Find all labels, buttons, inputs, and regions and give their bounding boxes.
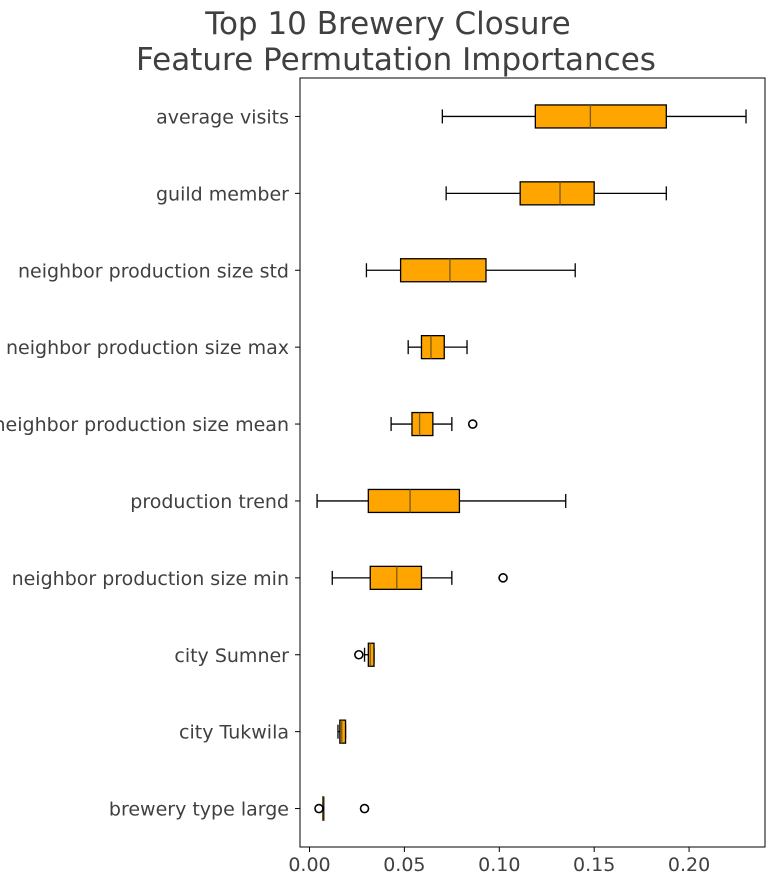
y-tick-labels: average visits guild member neighbor produ… xyxy=(0,106,300,821)
y-tick-label: neighbor production size std xyxy=(18,260,289,282)
y-tick-label: brewery type large xyxy=(109,799,289,821)
box-neighbor-production-size-mean xyxy=(390,411,478,437)
plot-area xyxy=(299,77,766,848)
y-tick-label: neighbor production size max xyxy=(6,337,289,359)
x-tick-label: 0.05 xyxy=(383,854,425,876)
x-tick-label: 0.00 xyxy=(288,854,330,876)
y-tick-label: neighbor production size min xyxy=(12,568,289,590)
box-iqr xyxy=(399,258,487,283)
y-tick-label: city Tukwila xyxy=(179,722,289,744)
y-tick-label: city Sumner xyxy=(174,645,289,667)
outlier-point xyxy=(314,803,324,814)
chart-title-line-2: Feature Permutation Importances xyxy=(136,42,656,78)
box-guild-member xyxy=(445,181,667,206)
y-tick-label: guild member xyxy=(156,183,289,205)
box-production-trend xyxy=(316,488,567,514)
boxplot-group xyxy=(314,104,747,821)
outlier-point xyxy=(467,419,478,429)
box-iqr xyxy=(339,719,347,744)
box-iqr xyxy=(519,181,595,206)
box-neighbor-production-size-min xyxy=(331,565,508,590)
box-iqr xyxy=(534,104,667,129)
box-iqr xyxy=(367,642,375,667)
box-iqr xyxy=(411,411,434,437)
box-neighbor-production-size-std xyxy=(365,258,576,283)
x-axis: 0.00 0.05 0.10 0.15 0.20 xyxy=(288,847,710,876)
x-tick-label: 0.15 xyxy=(573,854,615,876)
box-iqr xyxy=(369,565,423,590)
box-brewery-type-large xyxy=(314,796,370,821)
box-average-visits xyxy=(441,104,747,129)
y-tick-label: production trend xyxy=(130,491,289,513)
chart-title-line-1: Top 10 Brewery Closure xyxy=(204,6,570,42)
outlier-point xyxy=(498,573,508,583)
box-neighbor-production-size-max xyxy=(407,334,468,360)
x-tick-label: 0.10 xyxy=(478,854,520,876)
box-city-tukwila xyxy=(337,719,347,744)
box-iqr xyxy=(420,334,445,360)
box-iqr xyxy=(367,488,461,514)
outlier-point xyxy=(354,649,364,660)
box-city-sumner xyxy=(354,642,375,667)
x-tick-label: 0.20 xyxy=(668,854,710,876)
y-tick-label: neighbor production size mean xyxy=(0,414,289,436)
outlier-point xyxy=(359,803,370,814)
y-tick-label: average visits xyxy=(156,106,289,128)
